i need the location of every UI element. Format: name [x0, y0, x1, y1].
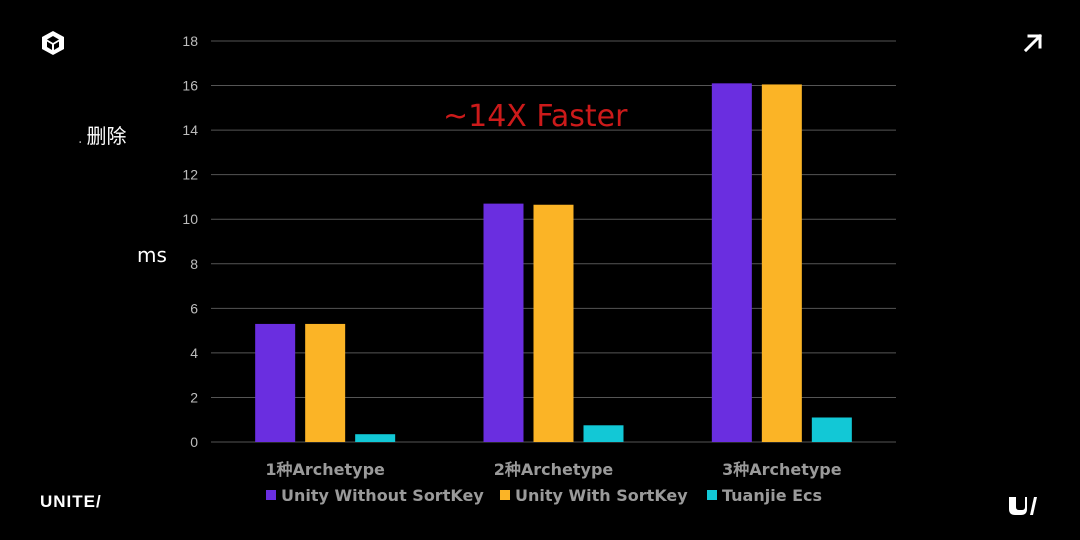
annotation-label: ~14X Faster: [443, 99, 628, 134]
side-label-text: 删除: [86, 124, 127, 148]
legend-label: Unity Without SortKey: [281, 486, 484, 505]
side-label: . 删除: [78, 124, 127, 148]
unite-logo: UNITE/: [40, 492, 102, 511]
y-tick-label: 16: [182, 78, 198, 94]
x-category-label: 1种Archetype: [265, 460, 385, 479]
y-tick-label: 6: [190, 300, 198, 316]
unity-cube-icon: [42, 31, 64, 55]
y-tick-label: 14: [182, 122, 198, 138]
category-labels: 1种Archetype 2种Archetype 3种Archetype: [265, 460, 841, 479]
bar: [761, 84, 802, 443]
legend-swatch: [266, 490, 276, 500]
bar: [583, 425, 624, 442]
legend-swatch: [500, 490, 510, 500]
x-category-label: 2种Archetype: [494, 460, 614, 479]
legend: Unity Without SortKey Unity With SortKey T…: [266, 486, 822, 505]
y-tick-label: 18: [182, 33, 198, 49]
unity-u-logo-icon: [1009, 497, 1037, 515]
legend-label: Unity With SortKey: [515, 486, 688, 505]
y-unit-label: ms: [137, 243, 167, 267]
y-tick-label: 8: [190, 256, 198, 272]
bar: [305, 323, 346, 442]
y-tick-label: 2: [190, 389, 198, 405]
bar: [711, 83, 752, 443]
y-tick-label: 10: [182, 211, 198, 227]
bar: [255, 323, 296, 442]
bars: [255, 83, 852, 443]
bar: [811, 417, 852, 442]
bar: [533, 204, 574, 442]
x-category-label: 3种Archetype: [722, 460, 842, 479]
y-tick-label: 12: [182, 167, 198, 183]
arrow-up-right-icon[interactable]: [1022, 32, 1044, 54]
bar: [355, 434, 396, 442]
bar: [483, 203, 524, 442]
legend-swatch: [707, 490, 717, 500]
y-tick-label: 0: [190, 434, 198, 450]
legend-label: Tuanjie Ecs: [722, 486, 822, 505]
y-tick-label: 4: [190, 345, 198, 361]
